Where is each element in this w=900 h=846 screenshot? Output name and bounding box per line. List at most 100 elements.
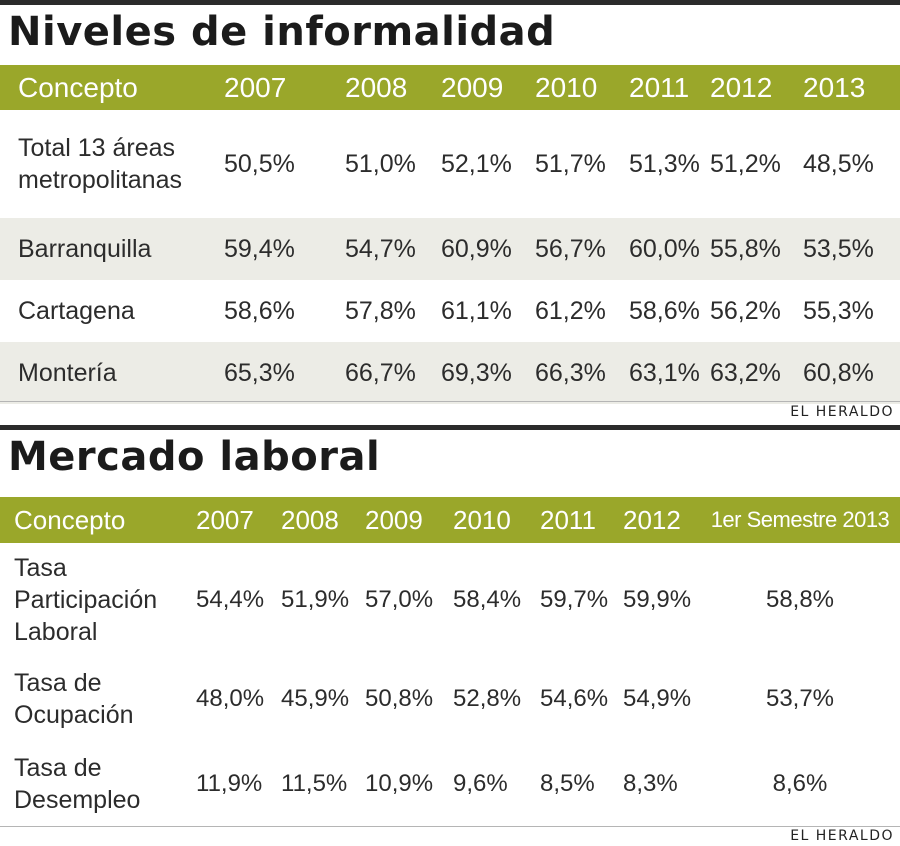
cell-value: 11,9% [196, 769, 263, 797]
cell-value: 52,8% [453, 685, 522, 712]
header-concepto: Concepto [0, 497, 196, 543]
header-2011: 2011 [540, 497, 623, 543]
top-rule-2 [0, 425, 900, 430]
cell-value: 48,0% [196, 685, 265, 712]
cell-value: 8,3% [623, 769, 678, 797]
cell-value: 65,3% [224, 342, 345, 404]
table-row: Barranquilla 59,4% 54,7% 60,9% 56,7% 60,… [0, 218, 900, 280]
credit-label: EL HERALDO [790, 404, 894, 420]
cell-value: 60,9% [441, 218, 535, 280]
row-label-line: Ocupación [14, 701, 134, 729]
row-label-line: metropolitanas [18, 166, 182, 194]
cell-value: 50,8% [365, 685, 434, 712]
header-2012: 2012 [623, 497, 700, 543]
header-2009: 2009 [441, 65, 535, 110]
cell-value: 63,1% [629, 342, 710, 404]
cell-value: 59,4% [224, 218, 345, 280]
header-2008: 2008 [345, 65, 441, 110]
row-label-line: Tasa [14, 554, 67, 582]
row-label: Tasa Participación Laboral [0, 543, 196, 657]
cell-value: 58,6% [224, 296, 295, 325]
credit-label: EL HERALDO [790, 828, 894, 844]
header-2007: 2007 [224, 65, 345, 110]
cell-value: 69,3% [441, 342, 535, 404]
cell-value: 8,5% [540, 769, 595, 797]
labor-header-row: Concepto 2007 2008 2009 2010 2011 2012 1… [0, 497, 900, 543]
row-label-line: Laboral [14, 618, 98, 646]
header-1er-semestre-2013: 1er Semestre 2013 [700, 497, 900, 543]
cell-value: 63,2% [710, 342, 803, 404]
row-label: Tasa de Desempleo [0, 741, 196, 826]
cell-value: 53,7% [765, 685, 835, 712]
table-row: Total 13 áreas metropolitanas 50,5% 51,0… [0, 110, 900, 218]
cell-value: 9,6% [453, 769, 508, 797]
header-2013: 2013 [803, 65, 900, 110]
table-row: Tasa de Ocupación 48,0% 45,9% 50,8% 52,8… [0, 657, 900, 741]
cell-value: 60,0% [629, 218, 710, 280]
divider [0, 826, 900, 827]
row-label: Cartagena [18, 296, 135, 325]
cell-value: 61,1% [441, 296, 512, 325]
cell-value: 66,3% [535, 342, 629, 404]
cell-value: 66,7% [345, 342, 441, 404]
labor-market-table: Concepto 2007 2008 2009 2010 2011 2012 1… [0, 497, 900, 826]
row-label-line: Total 13 áreas [18, 134, 176, 162]
table-row: Tasa Participación Laboral 54,4% 51,9% 5… [0, 543, 900, 657]
cell-value: 55,8% [710, 218, 803, 280]
informality-table: Concepto 2007 2008 2009 2010 2011 2012 2… [0, 65, 900, 404]
header-2010: 2010 [535, 65, 629, 110]
table-row: Tasa de Desempleo 11,9% 11,5% 10,9% 9,6%… [0, 741, 900, 826]
header-2009: 2009 [365, 497, 453, 543]
table-row: Cartagena 58,6% 57,8% 61,1% 61,2% 58,6% … [0, 280, 900, 342]
cell-value: 58,8% [765, 586, 835, 613]
divider [0, 401, 900, 402]
cell-value: 11,5% [281, 769, 348, 797]
row-label-line: Tasa de [14, 669, 102, 697]
header-2012: 2012 [710, 65, 803, 110]
row-label: Total 13 áreas metropolitanas [0, 110, 224, 218]
cell-value: 58,6% [629, 296, 700, 325]
row-label: Tasa de Ocupación [0, 657, 196, 741]
cell-value: 54,4% [196, 586, 265, 613]
cell-value: 57,0% [365, 586, 434, 613]
header-2010: 2010 [453, 497, 540, 543]
cell-value: 52,1% [441, 149, 512, 178]
cell-value: 59,9% [623, 586, 692, 613]
top-rule-1 [0, 0, 900, 5]
cell-value: 50,5% [224, 149, 295, 178]
cell-value: 45,9% [281, 685, 350, 712]
table-row: Montería 65,3% 66,7% 69,3% 66,3% 63,1% 6… [0, 342, 900, 404]
informality-title: Niveles de informalidad [8, 9, 556, 55]
cell-value: 51,3% [629, 149, 700, 178]
cell-value: 54,6% [540, 685, 609, 712]
cell-value: 10,9% [365, 769, 434, 797]
cell-value: 8,6% [772, 769, 828, 797]
header-2007: 2007 [196, 497, 281, 543]
cell-value: 51,7% [535, 149, 606, 178]
cell-value: 51,0% [345, 149, 416, 178]
row-label-line: Participación [14, 586, 158, 614]
header-2008: 2008 [281, 497, 365, 543]
cell-value: 59,7% [540, 586, 609, 613]
header-2011: 2011 [629, 65, 710, 110]
row-label: Montería [0, 342, 224, 404]
cell-value: 55,3% [803, 296, 874, 325]
cell-value: 48,5% [803, 149, 874, 178]
row-label-line: Tasa de [14, 753, 102, 782]
cell-value: 51,2% [710, 149, 781, 178]
cell-value: 61,2% [535, 296, 606, 325]
header-concepto: Concepto [0, 65, 224, 110]
row-label-line: Desempleo [14, 785, 141, 814]
cell-value: 58,4% [453, 586, 522, 613]
cell-value: 56,2% [710, 296, 781, 325]
cell-value: 51,9% [281, 586, 350, 613]
labor-market-title: Mercado laboral [8, 434, 381, 480]
cell-value: 60,8% [803, 342, 900, 404]
row-label: Barranquilla [0, 218, 224, 280]
cell-value: 56,7% [535, 218, 629, 280]
cell-value: 57,8% [345, 296, 416, 325]
informality-header-row: Concepto 2007 2008 2009 2010 2011 2012 2… [0, 65, 900, 110]
cell-value: 54,9% [623, 685, 692, 712]
cell-value: 53,5% [803, 218, 900, 280]
cell-value: 54,7% [345, 218, 441, 280]
